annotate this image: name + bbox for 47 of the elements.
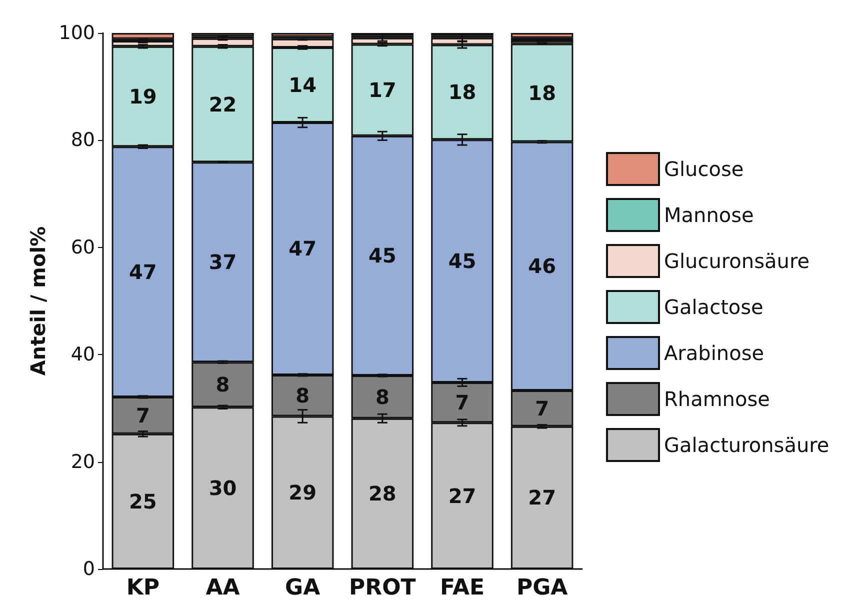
bar	[112, 33, 174, 39]
data-label: 37	[208, 250, 237, 274]
y-tick-label: 20	[70, 450, 95, 473]
bar	[510, 33, 574, 38]
y-tick-label: 100	[58, 22, 95, 44]
data-label: 18	[528, 80, 556, 105]
data-label: 8	[296, 384, 310, 408]
data-label: 46	[528, 254, 556, 278]
legend-label: Glucuronsäure	[664, 249, 810, 273]
data-label: 8	[216, 372, 230, 397]
data-label: 19	[128, 84, 157, 109]
data-label: 27	[528, 486, 556, 510]
legend-label: Mannose	[664, 203, 754, 227]
legend-label: Rhamnose	[664, 387, 770, 411]
x-tick-label: FAE	[440, 576, 485, 600]
y-tick-label: 40	[70, 344, 95, 366]
data-label: 25	[128, 489, 157, 514]
x-tick-label: PROT	[349, 576, 416, 600]
bar	[271, 33, 334, 37]
data-label: 7	[136, 403, 150, 428]
y-axis-title: Anteil / mol%	[26, 226, 50, 376]
x-tick-label: PGA	[516, 576, 568, 600]
data-label: 30	[208, 476, 237, 500]
data-label: 27	[448, 484, 476, 508]
data-label: 45	[368, 244, 396, 268]
x-tick-label: AA	[206, 576, 240, 600]
y-tick-label: 80	[70, 129, 95, 152]
legend-label: Glucose	[664, 157, 744, 181]
legend-label: Arabinose	[664, 341, 764, 365]
legend-label: Galacturonsäure	[664, 433, 830, 457]
data-label: 18	[448, 80, 476, 104]
y-tick-label: 60	[70, 236, 95, 258]
y-tick-label: 0	[82, 558, 95, 580]
data-label: 14	[288, 72, 317, 97]
legend-label: Galactose	[664, 295, 764, 319]
data-label: 17	[368, 78, 396, 102]
x-tick-label: KP	[126, 576, 160, 600]
data-label: 7	[455, 390, 470, 415]
data-label: 22	[208, 92, 237, 116]
data-label: 28	[368, 482, 396, 506]
data-label: 7	[535, 396, 550, 420]
data-label: 47	[288, 236, 317, 261]
data-label: 8	[375, 384, 390, 409]
data-label: 29	[288, 480, 317, 505]
data-label: 47	[128, 260, 157, 284]
x-tick-label: GA	[285, 576, 320, 600]
data-label: 45	[448, 249, 476, 274]
